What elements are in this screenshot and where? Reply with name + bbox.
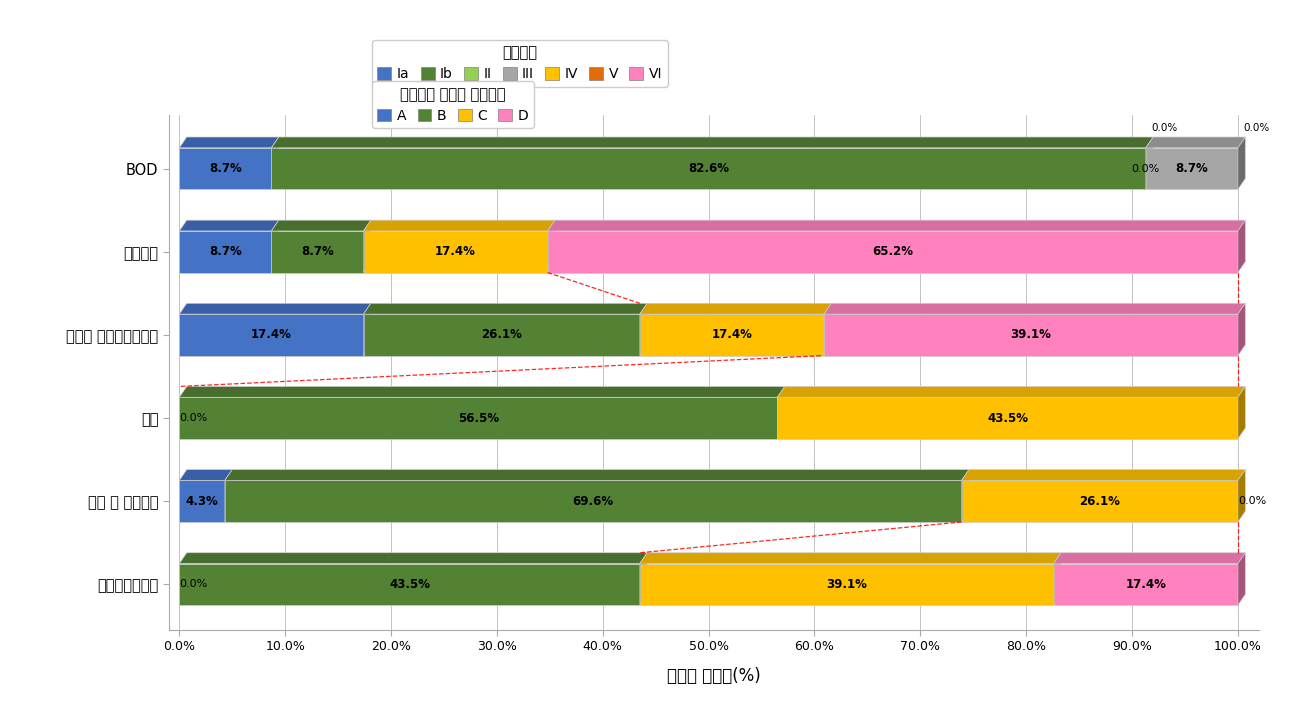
Text: 82.6%: 82.6% <box>688 162 729 175</box>
Polygon shape <box>778 387 1245 397</box>
FancyBboxPatch shape <box>179 563 640 605</box>
FancyBboxPatch shape <box>179 231 271 273</box>
Polygon shape <box>778 387 785 439</box>
FancyBboxPatch shape <box>179 314 363 356</box>
Polygon shape <box>1238 220 1245 273</box>
Polygon shape <box>179 220 279 231</box>
FancyBboxPatch shape <box>179 397 778 439</box>
Polygon shape <box>363 220 556 231</box>
Polygon shape <box>1238 304 1245 356</box>
Legend: A, B, C, D: A, B, C, D <box>373 81 533 128</box>
Text: 56.5%: 56.5% <box>458 412 498 425</box>
FancyBboxPatch shape <box>824 314 1238 356</box>
FancyBboxPatch shape <box>1054 563 1238 605</box>
Text: 39.1%: 39.1% <box>1011 329 1051 342</box>
Polygon shape <box>225 470 970 480</box>
Polygon shape <box>179 470 232 480</box>
Text: 17.4%: 17.4% <box>251 329 292 342</box>
Polygon shape <box>1238 470 1245 522</box>
FancyBboxPatch shape <box>179 147 271 190</box>
FancyBboxPatch shape <box>179 480 225 522</box>
Text: 17.4%: 17.4% <box>435 246 476 258</box>
FancyBboxPatch shape <box>271 231 363 273</box>
Polygon shape <box>363 220 371 273</box>
Polygon shape <box>271 220 279 273</box>
Text: 69.6%: 69.6% <box>572 495 614 508</box>
Polygon shape <box>1146 137 1245 147</box>
Text: 8.7%: 8.7% <box>1176 162 1208 175</box>
Polygon shape <box>363 304 371 356</box>
Polygon shape <box>640 304 832 314</box>
Polygon shape <box>179 137 279 147</box>
Polygon shape <box>962 470 970 522</box>
Polygon shape <box>1146 137 1153 190</box>
Text: 26.1%: 26.1% <box>482 329 522 342</box>
Polygon shape <box>271 137 279 190</box>
Text: 43.5%: 43.5% <box>988 412 1028 425</box>
FancyBboxPatch shape <box>363 314 640 356</box>
FancyBboxPatch shape <box>640 314 824 356</box>
Polygon shape <box>640 553 1060 563</box>
Polygon shape <box>1054 553 1245 563</box>
Text: 0.0%: 0.0% <box>1132 164 1160 173</box>
Text: 65.2%: 65.2% <box>872 246 914 258</box>
Polygon shape <box>548 220 1245 231</box>
Polygon shape <box>824 304 1245 314</box>
Polygon shape <box>271 220 371 231</box>
Text: 39.1%: 39.1% <box>827 578 867 591</box>
Text: 4.3%: 4.3% <box>186 495 218 508</box>
FancyBboxPatch shape <box>778 397 1238 439</box>
X-axis label: 등급별 구간수(%): 등급별 구간수(%) <box>667 667 761 685</box>
Polygon shape <box>1054 553 1060 605</box>
FancyBboxPatch shape <box>271 147 1146 190</box>
Polygon shape <box>225 470 232 522</box>
Text: 0.0%: 0.0% <box>179 579 208 589</box>
Text: 8.7%: 8.7% <box>301 246 334 258</box>
Polygon shape <box>640 304 648 356</box>
Text: 0.0%: 0.0% <box>179 413 208 423</box>
Polygon shape <box>548 220 556 273</box>
Text: 17.4%: 17.4% <box>711 329 753 342</box>
FancyBboxPatch shape <box>548 231 1238 273</box>
Text: 0.0%: 0.0% <box>1243 123 1269 133</box>
FancyBboxPatch shape <box>1146 147 1238 190</box>
Polygon shape <box>179 387 785 397</box>
Polygon shape <box>640 553 648 605</box>
Text: 8.7%: 8.7% <box>209 246 241 258</box>
Polygon shape <box>179 553 648 563</box>
Text: 43.5%: 43.5% <box>389 578 430 591</box>
FancyBboxPatch shape <box>640 563 1054 605</box>
Text: 8.7%: 8.7% <box>209 162 241 175</box>
Polygon shape <box>962 470 1245 480</box>
FancyBboxPatch shape <box>225 480 962 522</box>
FancyBboxPatch shape <box>363 231 548 273</box>
Polygon shape <box>1238 553 1245 605</box>
Text: 0.0%: 0.0% <box>1151 123 1177 133</box>
Polygon shape <box>179 304 371 314</box>
Text: 17.4%: 17.4% <box>1125 578 1166 591</box>
Polygon shape <box>1238 387 1245 439</box>
Polygon shape <box>363 304 648 314</box>
Text: 26.1%: 26.1% <box>1080 495 1120 508</box>
Text: 0.0%: 0.0% <box>1238 496 1266 506</box>
Polygon shape <box>1238 137 1245 190</box>
Polygon shape <box>824 304 832 356</box>
FancyBboxPatch shape <box>962 480 1238 522</box>
Polygon shape <box>271 137 1153 147</box>
